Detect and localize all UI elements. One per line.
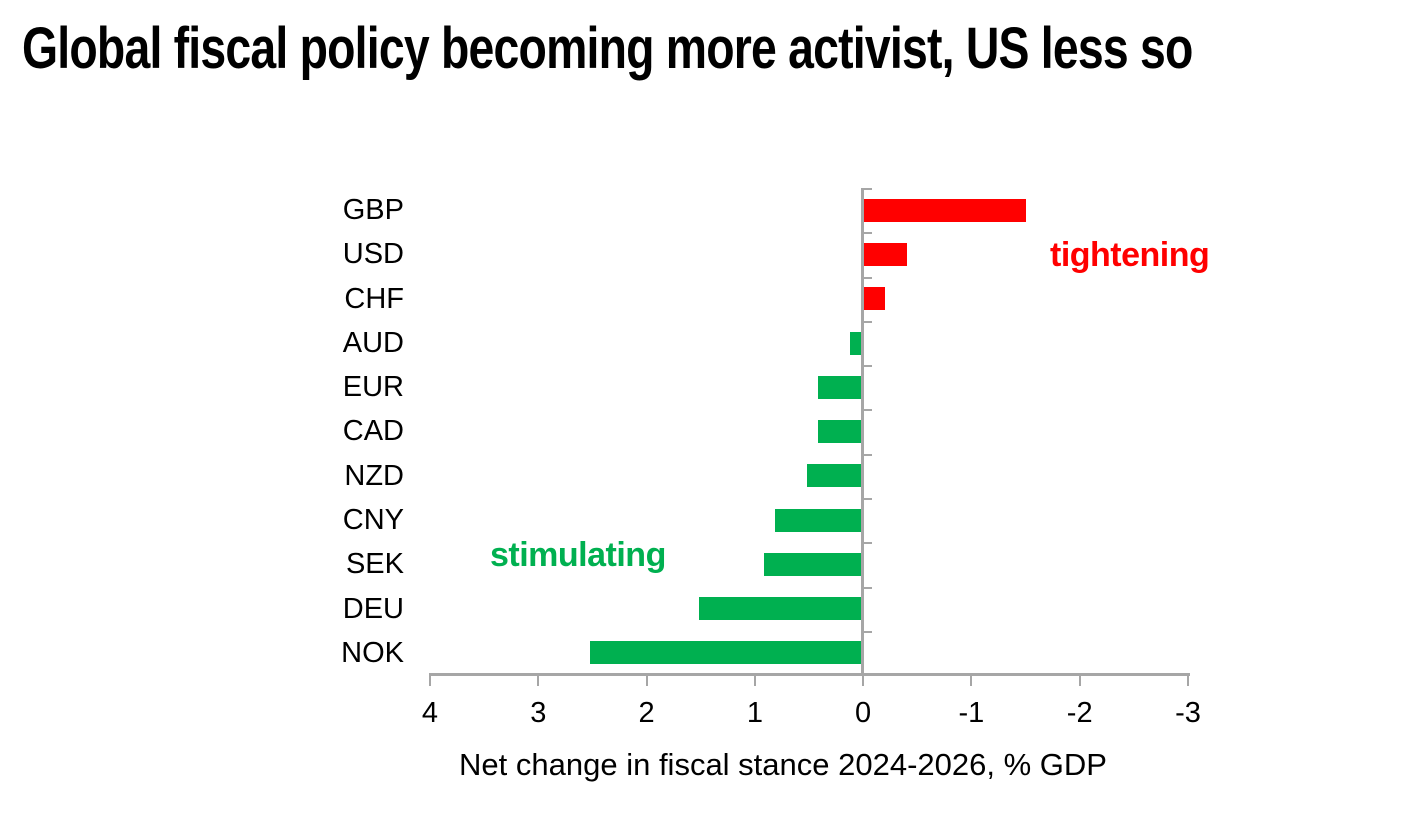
bar-aud (850, 331, 862, 355)
bar-nok (590, 641, 862, 665)
category-axis-tick (863, 188, 872, 190)
x-axis-title: Net change in fiscal stance 2024-2026, %… (459, 747, 1107, 782)
category-axis-tick (863, 365, 872, 368)
value-axis-tick (970, 675, 973, 686)
category-label-nzd: NZD (344, 459, 404, 492)
bar-deu (698, 597, 862, 621)
category-label-eur: EUR (342, 371, 404, 404)
value-axis-tick (537, 675, 540, 686)
bar-gbp (863, 198, 1026, 222)
value-axis-tick (429, 675, 431, 686)
value-axis-tick (1078, 675, 1081, 686)
category-label-nok: NOK (341, 636, 404, 669)
value-axis-tick (1187, 675, 1189, 686)
category-axis-tick (863, 630, 872, 633)
category-label-usd: USD (342, 238, 404, 271)
category-axis-tick (863, 276, 872, 279)
bar-cad (817, 420, 862, 443)
bar-chf (863, 287, 886, 311)
category-label-gbp: GBP (342, 194, 404, 226)
value-axis-tick (862, 675, 865, 686)
bar-nzd (807, 464, 862, 488)
value-axis-line (429, 673, 1190, 676)
chart-title: Global fiscal policy becoming more activ… (22, 16, 1193, 81)
category-axis-tick (863, 542, 872, 545)
category-axis-tick (863, 320, 872, 323)
category-axis-tick (863, 453, 872, 456)
x-tick-label--1: -1 (958, 697, 985, 729)
x-tick-label-4: 4 (421, 697, 439, 729)
x-tick-label-3: 3 (530, 697, 547, 729)
category-axis-tick (863, 232, 872, 235)
x-tick-label-1: 1 (746, 697, 763, 729)
category-axis-tick (863, 497, 872, 500)
bar-eur (817, 375, 862, 399)
bar-cny (774, 508, 862, 532)
value-axis-tick (645, 675, 648, 686)
bar-usd (863, 242, 907, 266)
value-axis-tick (753, 675, 756, 686)
x-tick-label--3: -3 (1175, 697, 1201, 729)
category-label-cad: CAD (342, 415, 404, 448)
category-axis-line (861, 188, 864, 676)
x-tick-label--2: -2 (1066, 697, 1093, 729)
category-label-chf: CHF (344, 282, 404, 315)
tightening-annotation: tightening (1050, 236, 1210, 274)
category-label-aud: AUD (342, 326, 404, 359)
category-label-cny: CNY (342, 503, 404, 536)
category-axis-tick (863, 586, 872, 589)
category-label-deu: DEU (342, 592, 404, 625)
x-tick-label-0: 0 (855, 697, 872, 729)
category-axis-tick (863, 409, 872, 412)
stimulating-annotation: stimulating (490, 536, 666, 574)
bar-sek (763, 552, 862, 576)
x-tick-label-2: 2 (638, 697, 655, 729)
category-label-sek: SEK (345, 548, 404, 581)
